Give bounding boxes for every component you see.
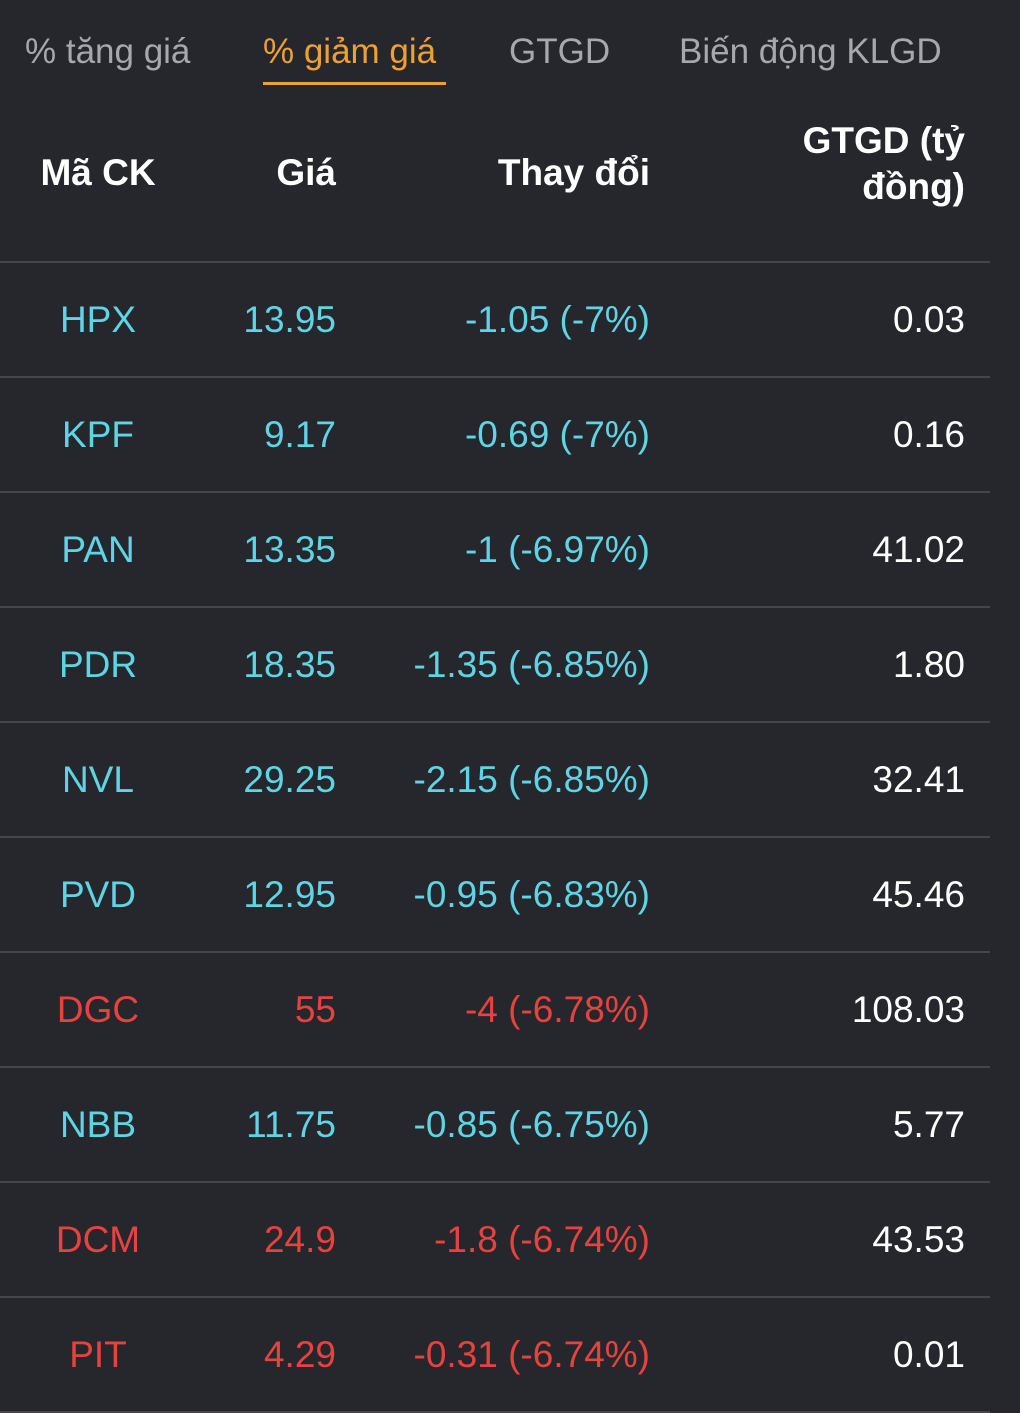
stock-change: -0.31 (-6.74%) (413, 1334, 651, 1375)
column-header-change: Thay đổi (497, 152, 650, 193)
trading-value: 0.03 (892, 299, 965, 340)
table-row[interactable]: PIT 4.29 -0.31 (-6.74%) 0.01 (0, 1298, 990, 1413)
stock-change: -1.35 (-6.85%) (413, 644, 651, 685)
table-row[interactable]: PDR 18.35 -1.35 (-6.85%) 1.80 (0, 608, 990, 723)
stock-code: KPF (62, 414, 134, 455)
stock-code: PAN (61, 529, 135, 570)
stock-change: -1.8 (-6.74%) (434, 1219, 650, 1260)
stock-change: -0.85 (-6.75%) (413, 1104, 651, 1145)
tab-volume-change[interactable]: Biến động KLGD (679, 32, 942, 71)
stock-price: 18.35 (243, 644, 336, 685)
table-row[interactable]: DCM 24.9 -1.8 (-6.74%) 43.53 (0, 1183, 990, 1298)
table-row[interactable]: HPX 13.95 -1.05 (-7%) 0.03 (0, 263, 990, 378)
tab-price-decrease[interactable]: % giảm giá (263, 32, 437, 71)
column-header-code: Mã CK (40, 152, 156, 193)
trading-value: 43.53 (872, 1219, 965, 1260)
trading-value: 108.03 (851, 989, 965, 1030)
column-header-value: GTGD (tỷ đồng) (650, 118, 965, 210)
trading-value: 0.16 (892, 414, 965, 455)
table-header: Mã CK Giá Thay đổi GTGD (tỷ đồng) (0, 110, 990, 263)
stock-table: Mã CK Giá Thay đổi GTGD (tỷ đồng) HPX 13… (0, 110, 990, 1413)
stock-price: 55 (294, 989, 336, 1030)
column-header-price: Giá (276, 152, 336, 193)
stock-price: 4.29 (263, 1334, 336, 1375)
tab-bar: % tăng giá % giảm giá GTGD Biến động KLG… (0, 0, 1020, 100)
trading-value: 1.80 (892, 644, 965, 685)
active-tab-indicator (263, 82, 446, 85)
stock-change: -4 (-6.78%) (464, 989, 650, 1030)
column-header-value-line2: đồng) (862, 166, 965, 207)
stock-code: NBB (59, 1104, 137, 1145)
table-row[interactable]: NBB 11.75 -0.85 (-6.75%) 5.77 (0, 1068, 990, 1183)
table-row[interactable]: DGC 55 -4 (-6.78%) 108.03 (0, 953, 990, 1068)
tab-price-increase[interactable]: % tăng giá (25, 32, 191, 71)
table-row[interactable]: NVL 29.25 -2.15 (-6.85%) 32.41 (0, 723, 990, 838)
stock-code: NVL (62, 759, 134, 800)
stock-code: DGC (56, 989, 140, 1030)
stock-price: 24.9 (263, 1219, 336, 1260)
trading-value: 45.46 (872, 874, 965, 915)
stock-code: PVD (59, 874, 137, 915)
stock-code: PDR (58, 644, 138, 685)
table-row[interactable]: KPF 9.17 -0.69 (-7%) 0.16 (0, 378, 990, 493)
trading-value: 0.01 (892, 1334, 965, 1375)
trading-value: 5.77 (892, 1104, 965, 1145)
stock-change: -1.05 (-7%) (464, 299, 650, 340)
stock-price: 11.75 (246, 1104, 336, 1145)
stock-change: -2.15 (-6.85%) (413, 759, 651, 800)
stock-change: -0.95 (-6.83%) (413, 874, 651, 915)
stock-code: DCM (55, 1219, 141, 1260)
stock-price: 9.17 (263, 414, 336, 455)
stock-change: -0.69 (-7%) (464, 414, 650, 455)
trading-value: 32.41 (872, 759, 965, 800)
stock-price: 13.35 (243, 529, 336, 570)
stock-code: HPX (59, 299, 137, 340)
stock-price: 12.95 (243, 874, 336, 915)
column-header-value-line1: GTGD (tỷ (802, 120, 965, 161)
stock-price: 13.95 (243, 299, 336, 340)
trading-value: 41.02 (872, 529, 965, 570)
table-row[interactable]: PVD 12.95 -0.95 (-6.83%) 45.46 (0, 838, 990, 953)
tab-trading-value[interactable]: GTGD (509, 32, 611, 71)
stock-change: -1 (-6.97%) (464, 529, 650, 570)
table-row[interactable]: PAN 13.35 -1 (-6.97%) 41.02 (0, 493, 990, 608)
stock-code: PIT (69, 1334, 127, 1375)
stock-price: 29.25 (243, 759, 336, 800)
